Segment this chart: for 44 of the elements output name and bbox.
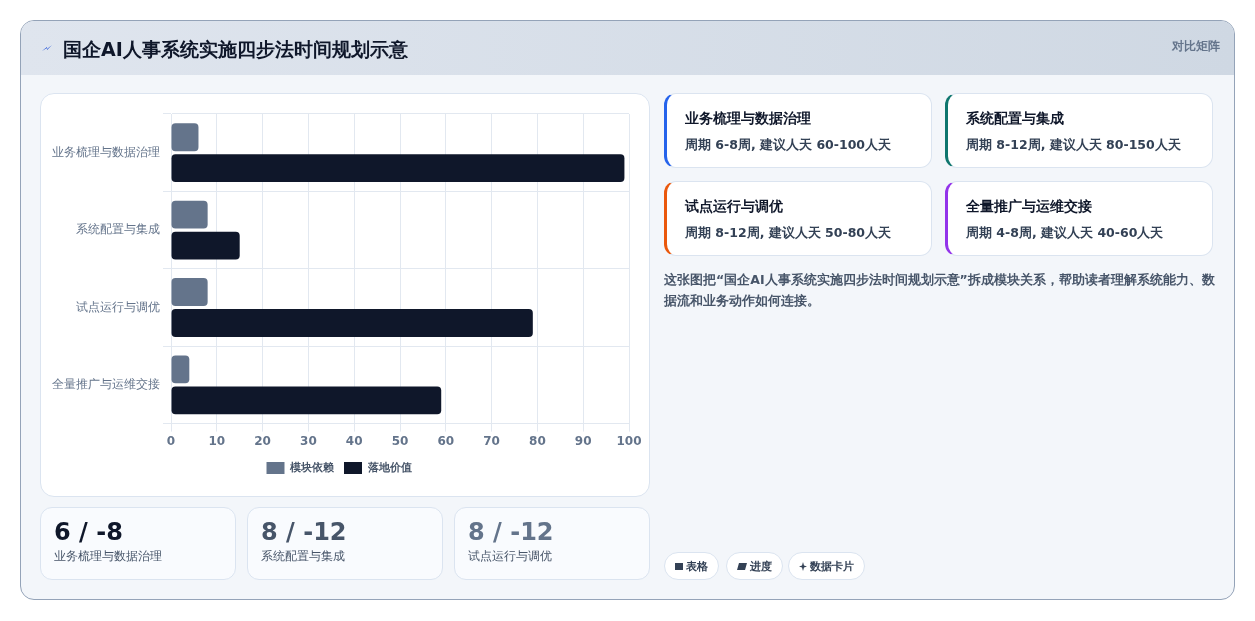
bar xyxy=(171,355,190,384)
x-tick-label: 80 xyxy=(529,433,546,448)
text: 周期 4-8周, 建议人天 40-60人天 xyxy=(966,225,1165,242)
y-tick-label: 业务梳理与数据治理 xyxy=(52,144,160,159)
x-tick-label: 10 xyxy=(208,433,226,448)
text: 周期 8-12周, 建议人天 80-150人天 xyxy=(966,137,1182,154)
x-tick-label: 40 xyxy=(345,433,363,448)
legend-label: 落地价值 xyxy=(366,460,412,474)
text: 周期 8-12周, 建议人天 50-80人天 xyxy=(685,225,893,242)
text: 8 / -12 xyxy=(261,518,348,546)
bar xyxy=(171,231,240,260)
x-tick-label: 70 xyxy=(483,433,500,448)
bar xyxy=(171,200,208,229)
text: 对比矩阵 xyxy=(1172,38,1220,55)
text: 全量推广与运维交接 xyxy=(966,198,1093,216)
bar xyxy=(171,309,533,337)
text: 试点运行与调优 xyxy=(468,549,553,564)
text: 系统配置与集成 xyxy=(966,110,1065,128)
bar xyxy=(171,386,442,415)
x-tick-label: 60 xyxy=(437,433,455,448)
text: 这张图把“国企AI人事系统实施四步法时间规划示意”拆成模块关系，帮助读者理解系统能力、数据流和业务动作如何连接。 xyxy=(664,271,1216,310)
text: 6 / -8 xyxy=(54,518,124,546)
chart-title: 国企AI人事系统实施四步法时间规划示意 xyxy=(63,37,408,62)
legend-label: 模块依赖 xyxy=(289,460,334,474)
x-tick-label: 100 xyxy=(616,433,642,448)
text: 系统配置与集成 xyxy=(261,549,346,564)
text: 数据卡片 xyxy=(788,552,865,580)
x-tick-label: 20 xyxy=(254,433,271,448)
y-tick-label: 全量推广与运维交接 xyxy=(52,377,160,392)
text: 试点运行与调优 xyxy=(685,198,784,216)
bar xyxy=(171,123,199,152)
text: 8 / -12 xyxy=(468,518,555,546)
text: 周期 6-8周, 建议人天 60-100人天 xyxy=(685,137,893,154)
bar xyxy=(171,154,625,183)
x-tick-label: 0 xyxy=(166,433,176,448)
text: 表格 xyxy=(664,552,719,580)
text: 业务梳理与数据治理 xyxy=(685,110,812,128)
y-tick-label: 试点运行与调优 xyxy=(76,299,160,314)
bar xyxy=(171,278,208,306)
y-tick-label: 系统配置与集成 xyxy=(76,222,160,237)
text: 进度 xyxy=(726,552,783,580)
x-tick-label: 50 xyxy=(391,433,409,448)
x-tick-label: 90 xyxy=(574,433,592,448)
x-tick-label: 30 xyxy=(300,433,317,448)
